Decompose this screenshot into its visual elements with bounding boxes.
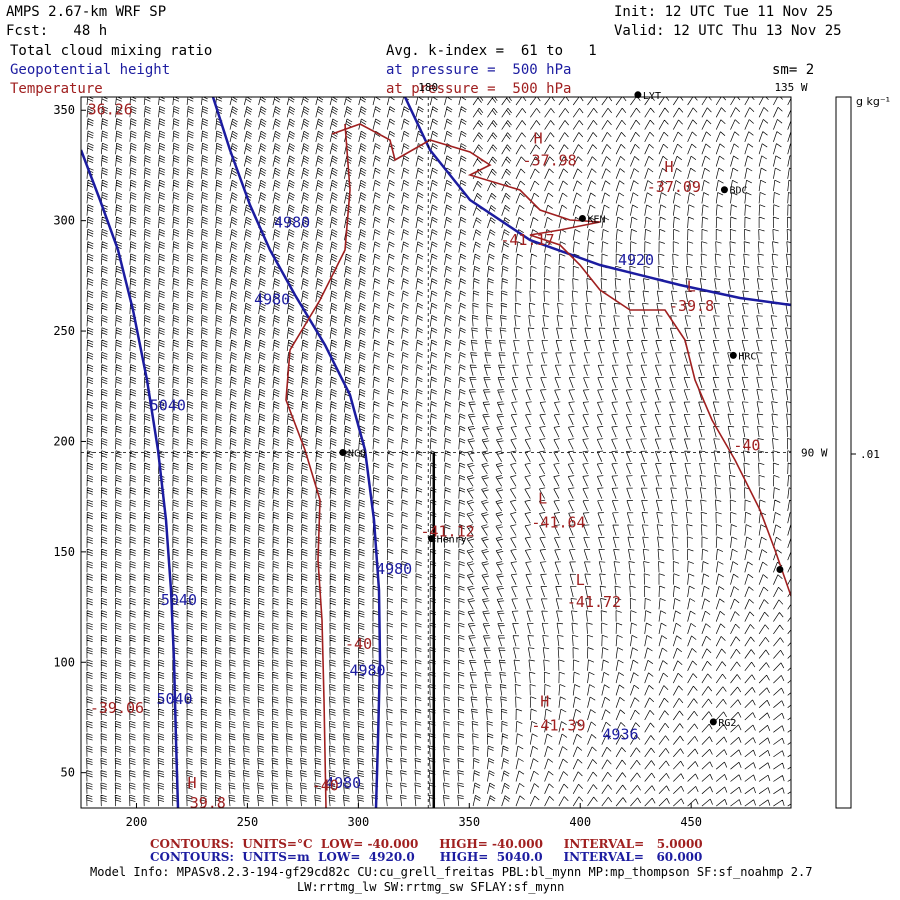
height-label: 5040: [150, 397, 186, 415]
height-label: 4980: [325, 774, 361, 792]
temperature-label: H: [665, 158, 674, 176]
temperature-label: H: [534, 129, 543, 147]
height-contour-5040: [81, 149, 180, 808]
y-tick-label: 150: [53, 545, 75, 559]
temperature-label: -40: [345, 635, 372, 653]
y-tick-label: 300: [53, 214, 75, 228]
station-label: Henry: [437, 535, 467, 546]
meridian-label: 90 W: [801, 447, 828, 460]
colorbar-tick-label: .01: [860, 448, 880, 461]
x-tick-label: 200: [126, 815, 148, 829]
field-label-temperature: Temperature: [10, 81, 103, 97]
temperature-label: -41.64: [531, 514, 585, 532]
y-tick-label: 50: [61, 766, 75, 780]
colorbar-box: [835, 96, 852, 809]
station-label: BDC: [729, 186, 747, 197]
temperature-label: -41.72: [567, 593, 621, 611]
height-label: 4920: [618, 251, 654, 269]
x-tick-label: 300: [348, 815, 370, 829]
height-label: 4980: [274, 213, 310, 231]
kindex-range: Avg. k-index = 61 to 1: [386, 43, 597, 59]
temperature-label: H: [188, 774, 197, 792]
temperature-label: -41.17: [500, 231, 554, 249]
temperature-label: -37.98: [523, 151, 577, 169]
temperature-label: -39.06: [90, 699, 144, 717]
height-label: 4980: [349, 662, 385, 680]
temperature-contour-coast: [331, 123, 791, 597]
station-label: KEN: [587, 214, 605, 225]
physics-info: LW:rrtmg_lw SW:rrtmg_sw SFLAY:sf_mynn: [297, 880, 565, 894]
temperature-label: L: [576, 571, 585, 589]
y-tick-label: 100: [53, 655, 75, 669]
grid-lines: 180 135 W 90 W: [81, 81, 828, 808]
contour-lines: [81, 97, 791, 808]
height-contour-4920: [403, 97, 791, 307]
x-tick-label: 250: [237, 815, 259, 829]
y-tick-label: 250: [53, 324, 75, 338]
smoothing-label: sm= 2: [772, 62, 815, 78]
station-dot: [709, 718, 717, 726]
temperature-contour-info: CONTOURS: UNITS=°C LOW= -40.000 HIGH= -4…: [150, 837, 703, 851]
height-label: 4980: [376, 560, 412, 578]
temperature-label: -41.12: [420, 522, 474, 540]
clip-group: [81, 97, 791, 808]
x-tick-label: 350: [458, 815, 480, 829]
colorbar-unit: g kg⁻¹: [856, 95, 891, 108]
y-tick-label: 350: [53, 103, 75, 117]
field-label-height: Geopotential height: [10, 62, 171, 78]
valid-time: Valid: 12 UTC Thu 13 Nov 25: [614, 23, 842, 39]
temperature-contour-minus40: [285, 123, 351, 808]
height-label: 5040: [156, 690, 192, 708]
station-dot: [720, 186, 728, 194]
station-label: HRC: [738, 351, 756, 362]
height-contour-4980: [211, 97, 382, 808]
pressure-level-temperature: at pressure = 500 hPa: [386, 81, 572, 97]
temperature-label: -41.39: [531, 717, 585, 735]
height-contour-info: CONTOURS: UNITS=m LOW= 4920.0 HIGH= 5040…: [150, 850, 703, 864]
init-time: Init: 12 UTC Tue 11 Nov 25: [614, 4, 834, 20]
meridian-label: 180: [418, 81, 438, 94]
station-label: NCQ: [348, 449, 366, 460]
model-title: AMPS 2.67-km WRF SP: [6, 4, 167, 20]
forecast-hour: Fcst: 48 h: [6, 23, 108, 39]
station-dot: [578, 214, 586, 222]
temperature-label: -40: [312, 776, 339, 794]
station-markers: LYT BDC KEN HRC NCQ Henry RG2: [339, 91, 784, 729]
plot-frame: [80, 96, 792, 809]
temperature-label: 36.26: [88, 101, 133, 119]
axes: 200 250 300 350 400 450 50 100 150 200 250 300 350: [53, 96, 792, 829]
station-dot: [729, 351, 737, 359]
meridian-label: 135 W: [774, 81, 807, 94]
station-dot: [776, 566, 784, 574]
height-label: 4936: [602, 726, 638, 744]
station-label: RG2: [718, 718, 736, 729]
height-label: 4980: [254, 291, 290, 309]
x-tick-label: 450: [680, 815, 702, 829]
temperature-label: L: [538, 489, 547, 507]
temperature-label: H: [540, 692, 549, 710]
clip-group: [81, 97, 791, 808]
model-info: Model Info: MPASv8.2.3-194-gf29cd82c CU:…: [90, 865, 813, 879]
station-dot: [339, 449, 347, 456]
temperature-label: -39.8: [669, 297, 714, 315]
field-label-cloud: Total cloud mixing ratio: [10, 43, 213, 59]
temperature-label: L: [687, 277, 696, 295]
height-label: 5040: [161, 591, 197, 609]
pressure-level-height: at pressure = 500 hPa: [386, 62, 572, 78]
station-label: LYT: [643, 91, 661, 102]
temperature-label: -37.09: [647, 178, 701, 196]
y-tick-label: 200: [53, 434, 75, 448]
temperature-label: -40: [733, 436, 760, 454]
station-dot: [428, 535, 436, 543]
x-tick-label: 400: [569, 815, 591, 829]
